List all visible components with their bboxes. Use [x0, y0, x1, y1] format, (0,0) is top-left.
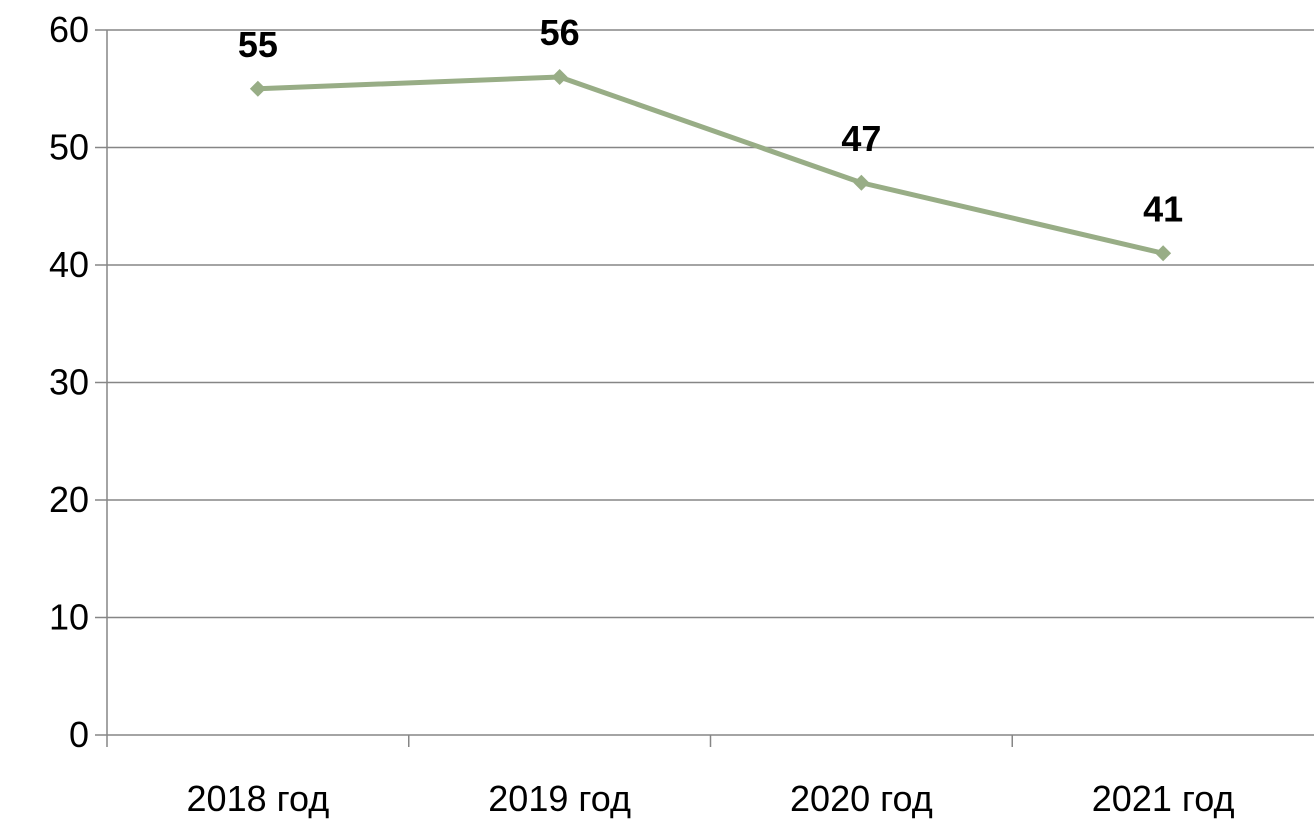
x-tick-label: 2020 год [790, 778, 933, 819]
gridlines [107, 29, 1314, 619]
y-tick-label: 50 [49, 127, 89, 168]
y-tick-label: 30 [49, 362, 89, 403]
data-labels: 55 56 47 41 [238, 12, 1183, 229]
y-tick-label: 10 [49, 597, 89, 638]
data-point-marker [249, 80, 266, 97]
x-tick-label: 2021 год [1092, 778, 1235, 819]
data-label: 55 [238, 24, 278, 65]
series-line [257, 74, 1164, 256]
data-point-marker [1155, 245, 1172, 262]
data-point-marker [551, 69, 568, 85]
y-tick-label: 60 [49, 9, 89, 50]
y-tick-label: 0 [69, 714, 89, 755]
series-group [249, 69, 1172, 262]
data-label: 56 [540, 12, 580, 53]
x-tick-label: 2018 год [187, 778, 330, 819]
x-tick-label: 2019 год [488, 778, 631, 819]
data-label: 41 [1143, 188, 1183, 229]
tick-labels: 0 10 20 30 40 50 60 2018 год 2019 год 2020 год 202… [49, 9, 1235, 819]
y-tick-label: 40 [49, 244, 89, 285]
data-label: 47 [841, 118, 881, 159]
axes [95, 29, 1314, 747]
y-tick-label: 20 [49, 479, 89, 520]
data-point-marker [853, 174, 870, 191]
